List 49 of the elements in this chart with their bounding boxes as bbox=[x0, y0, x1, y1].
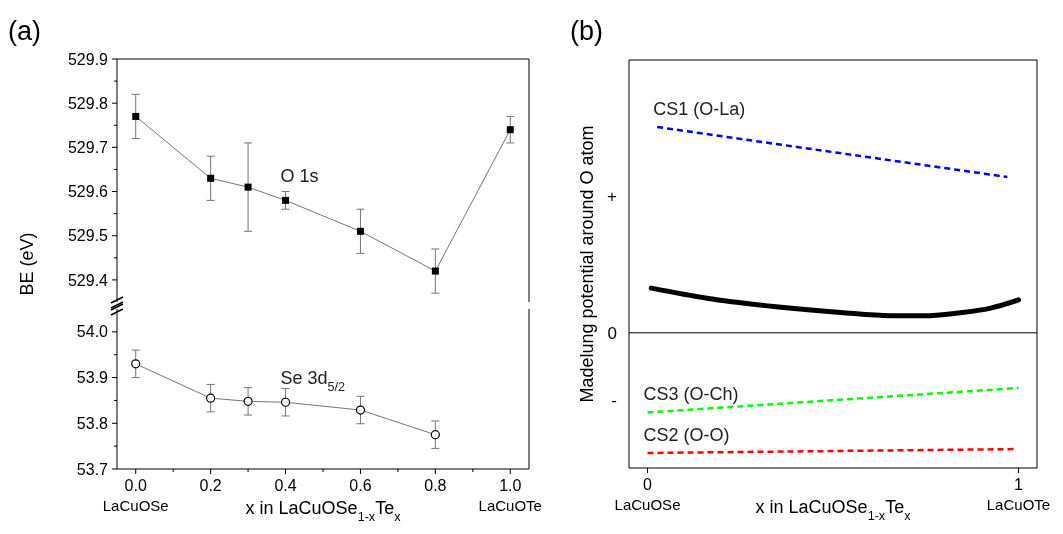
y-axis-title: BE (eV) bbox=[17, 232, 37, 296]
point bbox=[243, 396, 253, 406]
chart-title: (a) bbox=[8, 16, 41, 46]
text: LaCuOTe bbox=[986, 496, 1051, 513]
y-tick-label: 529.4 bbox=[67, 271, 109, 289]
point bbox=[430, 430, 440, 440]
y-axis-title: Madelung potential around O atom bbox=[577, 125, 597, 403]
y-tick-label: 529.5 bbox=[67, 227, 109, 245]
x-axis-title: x in LaCuOSe$_{1-x}$Te$_{x}$ bbox=[245, 498, 402, 524]
x-axis-title: x in LaCuOSe$_{1-x}$Te$_{x}$ bbox=[755, 497, 912, 523]
x-tick-label: 0.4 bbox=[274, 477, 297, 494]
point bbox=[206, 393, 216, 403]
series-label: Se 3d$_{5/2}$ bbox=[280, 368, 346, 395]
y-tick-label: 53.8 bbox=[76, 414, 109, 432]
point bbox=[132, 112, 140, 120]
x-tick-label: 1 bbox=[1014, 476, 1023, 493]
series-label: CS2 (O-O) bbox=[643, 425, 730, 445]
x-tick-label: 1.0 bbox=[499, 477, 522, 494]
y-tick-label: 529.8 bbox=[67, 94, 109, 112]
series-label: CS1 (O-La) bbox=[653, 99, 746, 119]
point bbox=[356, 227, 364, 235]
point bbox=[244, 183, 252, 191]
point bbox=[280, 397, 291, 407]
series-label: CS3 (O-Ch) bbox=[643, 384, 739, 405]
y-tick-label: 53.7 bbox=[76, 460, 109, 478]
point bbox=[431, 267, 439, 275]
text: LaCuOTe bbox=[478, 497, 542, 514]
y-tick-label: 529.9 bbox=[67, 50, 109, 68]
text: LaCuOSe bbox=[614, 496, 681, 513]
text: + bbox=[607, 187, 618, 207]
x-tick-label: 0.2 bbox=[199, 477, 222, 494]
y-tick-label: 54.0 bbox=[76, 323, 109, 341]
x-tick-label: 0.0 bbox=[124, 477, 147, 494]
y-tick-label: 529.6 bbox=[67, 183, 109, 201]
text: LaCuOSe bbox=[102, 497, 169, 514]
point bbox=[282, 196, 290, 204]
series-label: O 1s bbox=[280, 166, 319, 187]
y-tick-label: 529.7 bbox=[67, 138, 109, 156]
point bbox=[355, 405, 366, 415]
x-tick-label: 0 bbox=[643, 476, 653, 493]
x-tick-label: 0.6 bbox=[349, 477, 372, 494]
point bbox=[506, 126, 514, 134]
chart-title: (b) bbox=[570, 16, 603, 46]
y-tick-label: 53.9 bbox=[76, 369, 109, 387]
x-tick-label: 0.8 bbox=[424, 477, 447, 494]
text: 0 bbox=[607, 323, 617, 343]
point bbox=[207, 174, 215, 182]
point bbox=[131, 359, 141, 369]
text: - bbox=[611, 391, 617, 411]
